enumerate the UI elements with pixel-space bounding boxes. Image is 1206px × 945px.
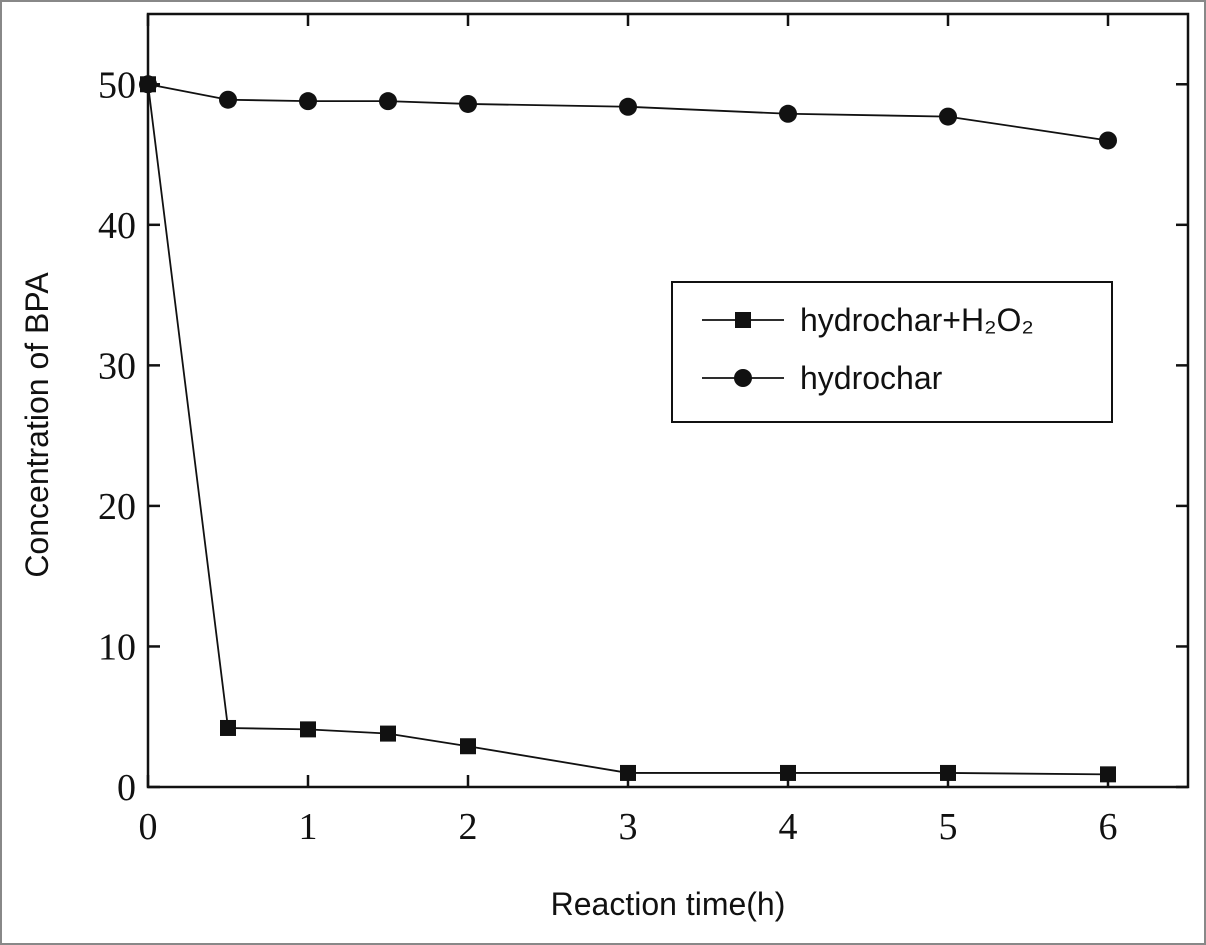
marker [300, 721, 316, 738]
marker [219, 90, 237, 109]
x-tick-label: 6 [1099, 806, 1118, 848]
marker [734, 369, 752, 387]
marker [619, 97, 637, 116]
marker [779, 104, 797, 123]
y-tick-label: 10 [98, 626, 136, 668]
x-tick-label: 0 [139, 806, 158, 848]
marker [780, 764, 796, 781]
x-tick-label: 3 [619, 806, 638, 848]
marker [379, 92, 397, 111]
marker [139, 75, 157, 94]
legend-label: hydrochar+H₂O₂ [800, 302, 1034, 338]
x-tick-label: 2 [459, 806, 478, 848]
marker [299, 92, 317, 111]
marker [459, 94, 477, 113]
x-axis-label: Reaction time(h) [551, 886, 786, 922]
y-tick-label: 20 [98, 486, 136, 528]
legend-box [671, 281, 1113, 423]
marker [460, 738, 476, 755]
marker [1100, 766, 1116, 783]
marker [380, 725, 396, 742]
marker [939, 107, 957, 126]
marker [620, 764, 636, 781]
y-tick-label: 30 [98, 345, 136, 387]
x-tick-label: 5 [939, 806, 958, 848]
marker [735, 312, 751, 328]
y-axis-label: Concentration of BPA [19, 272, 55, 578]
marker [1099, 131, 1117, 150]
series-line [147, 84, 1109, 776]
legend-label: hydrochar [800, 360, 943, 396]
plot-frame [146, 12, 1190, 789]
y-tick-label: 0 [117, 767, 136, 809]
y-tick-label: 50 [98, 64, 136, 106]
x-tick-label: 4 [779, 806, 798, 848]
x-tick-label: 1 [299, 806, 318, 848]
marker [220, 719, 236, 736]
y-tick-label: 40 [98, 205, 136, 247]
marker [940, 764, 956, 781]
